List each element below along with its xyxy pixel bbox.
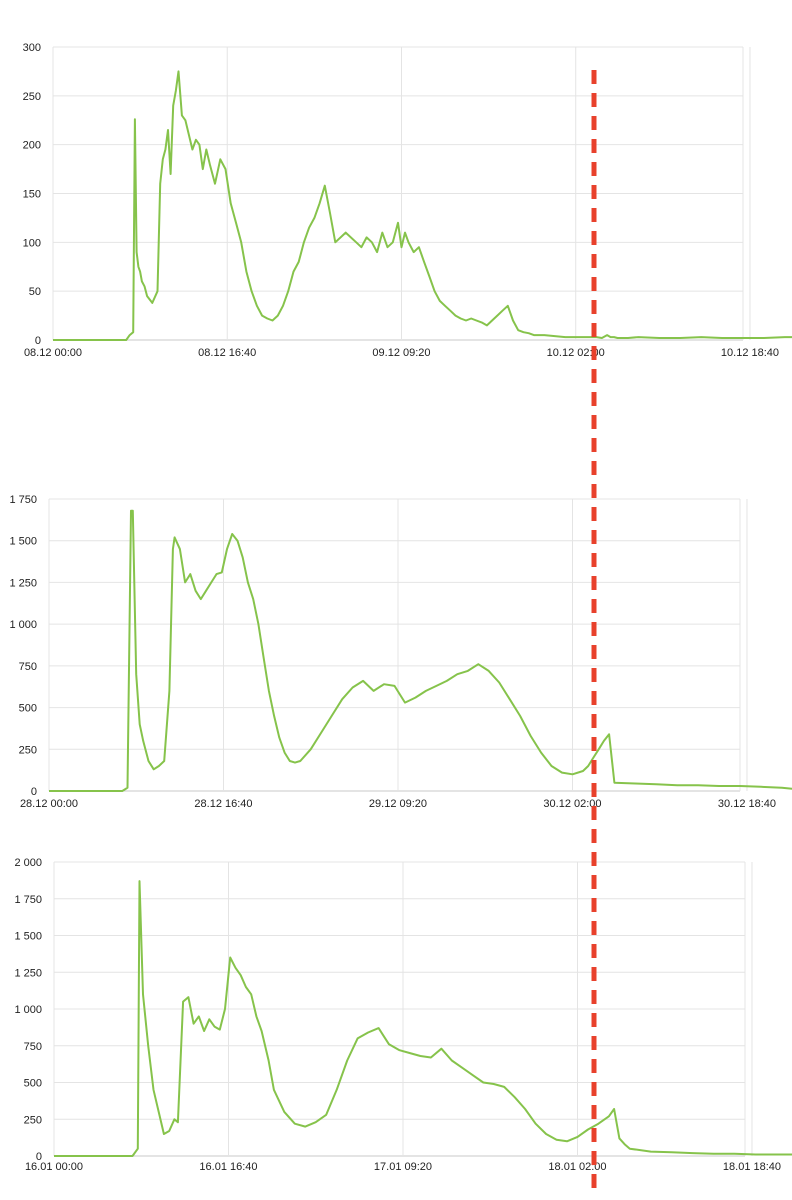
chart-3: 0 250 500 750 1 000 1 250 1 500 1 750 2 000 16.01… bbox=[14, 857, 792, 1173]
chart-1: 0 50 100 150 200 250 300 08.12 00:00 08.12 16:40… bbox=[23, 42, 792, 359]
y-tick-label: 1 750 bbox=[9, 494, 37, 506]
chart-2: 0 250 500 750 1 000 1 250 1 500 1 750 28.12 00:0… bbox=[9, 494, 792, 810]
y-tick-label: 750 bbox=[24, 1041, 42, 1053]
x-tick-label: 08.12 16:40 bbox=[198, 347, 256, 359]
y-tick-label: 750 bbox=[19, 661, 37, 673]
y-tick-label: 200 bbox=[23, 140, 41, 152]
y-tick-label: 0 bbox=[36, 1151, 42, 1163]
x-tick-label: 30.12 02:00 bbox=[543, 798, 601, 810]
x-tick-label: 28.12 00:00 bbox=[20, 798, 78, 810]
y-tick-label: 500 bbox=[24, 1078, 42, 1090]
y-tick-label: 1 250 bbox=[14, 967, 42, 979]
y-tick-label: 250 bbox=[23, 91, 41, 103]
x-tick-label: 18.01 02:00 bbox=[548, 1161, 606, 1173]
x-tick-label: 30.12 18:40 bbox=[718, 798, 776, 810]
series-line bbox=[54, 880, 792, 1157]
y-tick-label: 1 000 bbox=[9, 619, 37, 631]
y-tick-label: 50 bbox=[29, 286, 41, 298]
x-tick-label: 10.12 18:40 bbox=[721, 347, 779, 359]
x-tick-label: 16.01 16:40 bbox=[199, 1161, 257, 1173]
x-tick-label: 09.12 09:20 bbox=[372, 347, 430, 359]
y-tick-label: 1 250 bbox=[9, 577, 37, 589]
x-tick-label: 16.01 00:00 bbox=[25, 1161, 83, 1173]
x-tick-label: 29.12 09:20 bbox=[369, 798, 427, 810]
y-tick-label: 2 000 bbox=[14, 857, 42, 869]
y-tick-label: 1 000 bbox=[14, 1004, 42, 1016]
y-tick-label: 1 750 bbox=[14, 894, 42, 906]
y-tick-label: 150 bbox=[23, 189, 41, 201]
y-tick-label: 0 bbox=[31, 786, 37, 798]
y-tick-label: 300 bbox=[23, 42, 41, 54]
y-tick-label: 500 bbox=[19, 703, 37, 715]
x-tick-label: 17.01 09:20 bbox=[374, 1161, 432, 1173]
y-tick-label: 1 500 bbox=[14, 931, 42, 943]
x-tick-label: 28.12 16:40 bbox=[194, 798, 252, 810]
x-tick-label: 10.12 02:00 bbox=[547, 347, 605, 359]
x-tick-label: 08.12 00:00 bbox=[24, 347, 82, 359]
series-line bbox=[53, 70, 792, 341]
y-tick-label: 1 500 bbox=[9, 536, 37, 548]
y-tick-label: 0 bbox=[35, 335, 41, 347]
y-tick-label: 250 bbox=[19, 744, 37, 756]
y-tick-label: 250 bbox=[24, 1114, 42, 1126]
x-tick-label: 18.01 18:40 bbox=[723, 1161, 781, 1173]
y-tick-label: 100 bbox=[23, 237, 41, 249]
